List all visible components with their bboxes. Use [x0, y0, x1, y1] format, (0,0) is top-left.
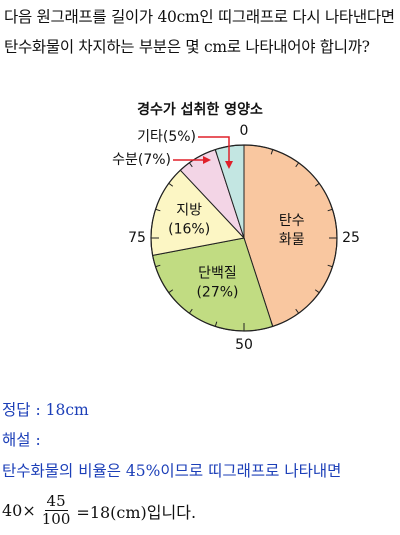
scale-tick-90: [188, 162, 193, 168]
equation-prefix: 40×: [2, 501, 36, 520]
scale-tick-15: [314, 182, 320, 187]
scale-tick-55: [214, 321, 218, 327]
scale-label-75: 75: [128, 230, 146, 246]
slice-label-1-1: (27%): [196, 284, 238, 300]
equation-suffix: =18(cm)입니다.: [76, 502, 197, 522]
scale-tick-70: [155, 264, 161, 268]
slice-label-1-0: 단백질: [198, 265, 237, 281]
callout-arrow-water: [203, 156, 211, 164]
fraction-denominator: 100: [41, 510, 71, 528]
slice-label-3-0: 수분(7%): [112, 152, 171, 168]
scale-tick-95: [214, 149, 218, 155]
chart-title: 경수가 섭취한 영양소: [137, 102, 263, 118]
slice-label-2-0: 지방: [176, 203, 202, 219]
scale-tick-30: [327, 264, 333, 268]
scale-label-25: 25: [342, 230, 360, 246]
explanation-text: 탄수화물의 비율은 45%이므로 띠그래프로 나타내면: [2, 462, 342, 480]
callout-line-other: [198, 136, 230, 161]
equation: 40× 45 100 =18(cm)입니다.: [2, 493, 196, 528]
scale-tick-40: [295, 308, 300, 314]
answer-line: 정답 : 18cm: [2, 401, 89, 419]
slice-label-4-0: 기타(5%): [137, 129, 196, 145]
scale-tick-5: [270, 149, 274, 155]
scale-tick-45: [270, 321, 274, 327]
scale-tick-10: [295, 162, 300, 168]
scale-label-50: 50: [235, 337, 253, 353]
fraction: 45 100: [40, 493, 73, 528]
callout-arrow-other: [225, 161, 233, 169]
slice-label-2-1: (16%): [168, 222, 210, 238]
fraction-numerator: 45: [44, 492, 68, 511]
scale-tick-65: [168, 289, 174, 294]
scale-tick-60: [188, 308, 193, 314]
scale-label-0: 0: [240, 123, 249, 139]
explanation-label: 해설 :: [2, 431, 41, 449]
scale-tick-80: [155, 208, 161, 212]
scale-tick-35: [314, 289, 320, 294]
question-text: 다음 원그래프를 길이가 40cm인 띠그래프로 다시 나타낸다면 탄수화물이 …: [4, 8, 395, 56]
scale-tick-85: [168, 182, 174, 187]
scale-tick-20: [327, 208, 333, 212]
slice-label-0-0: 탄수: [279, 213, 305, 229]
slice-label-0-1: 화물: [279, 232, 305, 248]
